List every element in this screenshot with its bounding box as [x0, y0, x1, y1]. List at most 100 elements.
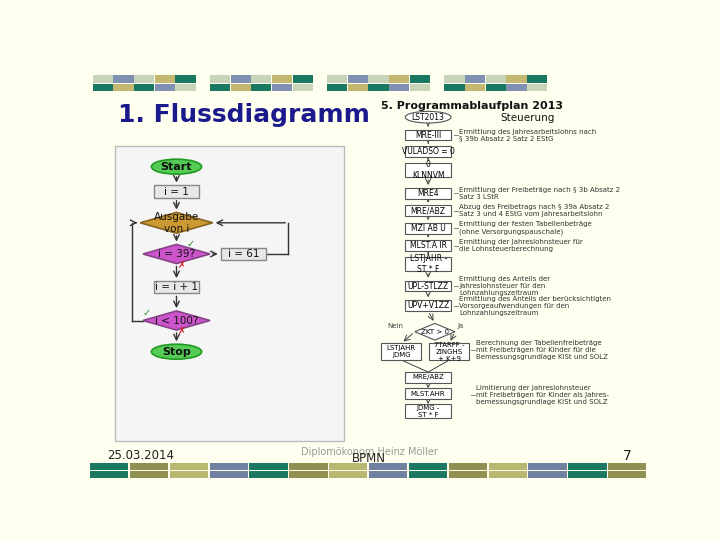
Bar	[465, 75, 485, 83]
Polygon shape	[140, 212, 213, 233]
Bar	[130, 463, 168, 470]
Ellipse shape	[151, 159, 202, 174]
Text: MRE/ABZ: MRE/ABZ	[410, 206, 446, 215]
Text: i = 39?: i = 39?	[158, 249, 195, 259]
Bar	[405, 300, 451, 311]
Bar	[170, 463, 208, 470]
Text: 1. Flussdiagramm: 1. Flussdiagramm	[118, 103, 370, 127]
Text: Limitierung der Jahreslohnsteuer
mit Freibeträgen für Kinder als Jahres-
bemessu: Limitierung der Jahreslohnsteuer mit Fre…	[476, 386, 609, 406]
Bar	[444, 75, 464, 83]
Bar	[329, 463, 367, 470]
Bar	[272, 75, 292, 83]
Bar	[409, 463, 447, 470]
Text: ✓: ✓	[143, 308, 151, 319]
Bar	[134, 75, 154, 83]
Text: Ermittlung der Freibeträge nach § 3b Absatz 2
Satz 3 LStR: Ermittlung der Freibeträge nach § 3b Abs…	[459, 187, 621, 200]
Polygon shape	[143, 311, 210, 330]
Bar	[292, 75, 312, 83]
Bar	[327, 75, 347, 83]
Bar	[449, 471, 487, 478]
Bar	[485, 84, 506, 91]
Bar	[130, 471, 168, 478]
Bar	[608, 471, 647, 478]
Bar	[170, 471, 208, 478]
Bar	[608, 463, 647, 470]
Bar	[155, 84, 175, 91]
Bar	[90, 463, 128, 470]
Text: 7: 7	[623, 449, 631, 463]
Bar	[210, 463, 248, 470]
Text: Start: Start	[161, 161, 192, 172]
Bar	[568, 471, 606, 478]
Text: UPV+V1ZZ: UPV+V1ZZ	[407, 301, 449, 310]
Text: LSTJAHR -
ST * F: LSTJAHR - ST * F	[410, 254, 447, 274]
Text: Ermittlung des Anteils der berücksichtigten
Vorsorgeaufwendungen für den
Lohnzah: Ermittlung des Anteils der berücksichtig…	[459, 295, 611, 315]
Text: MLST.A IR: MLST.A IR	[410, 241, 446, 250]
Bar	[405, 205, 451, 216]
Bar	[210, 84, 230, 91]
Text: LSTJAHR
JDMG: LSTJAHR JDMG	[387, 345, 416, 358]
Bar	[389, 75, 410, 83]
Bar	[369, 75, 389, 83]
Bar	[405, 257, 451, 271]
Bar	[568, 463, 606, 470]
Bar	[405, 388, 451, 399]
Bar	[429, 343, 469, 360]
Text: Ausgabe
von i: Ausgabe von i	[154, 212, 199, 234]
Text: LST2013: LST2013	[412, 113, 444, 122]
Bar	[230, 84, 251, 91]
Bar	[210, 471, 248, 478]
Bar	[382, 343, 421, 360]
Bar	[292, 84, 312, 91]
Polygon shape	[143, 245, 210, 264]
Text: i = 61: i = 61	[228, 249, 259, 259]
Bar	[249, 471, 288, 478]
Bar	[405, 404, 451, 418]
Bar	[251, 75, 271, 83]
Bar	[230, 75, 251, 83]
Bar	[405, 223, 451, 234]
Polygon shape	[415, 323, 455, 340]
Text: 0
KLNNVM: 0 KLNNVM	[412, 160, 444, 180]
Text: ✗: ✗	[178, 326, 186, 336]
Text: Nein: Nein	[387, 323, 404, 329]
Bar	[405, 281, 451, 292]
Text: MLST.AHR: MLST.AHR	[411, 391, 446, 397]
Bar	[489, 463, 527, 470]
Ellipse shape	[405, 111, 451, 123]
Text: MZl AB U: MZl AB U	[411, 224, 446, 233]
Text: 5. Programmablaufplan 2013: 5. Programmablaufplan 2013	[381, 102, 563, 111]
Bar	[90, 471, 128, 478]
Text: MRE-III: MRE-III	[415, 131, 441, 139]
Bar	[369, 84, 389, 91]
Bar	[93, 84, 113, 91]
Bar	[327, 84, 347, 91]
Bar	[389, 84, 410, 91]
Bar	[220, 248, 266, 260]
Bar	[485, 75, 506, 83]
Bar	[153, 185, 199, 198]
Bar	[405, 188, 451, 199]
Bar	[348, 75, 368, 83]
Bar	[410, 84, 430, 91]
Text: ZKT > 0: ZKT > 0	[421, 329, 449, 335]
Text: Berechnung der Tabellenfreibeträge
mit Freibeträgen für Kinder für die
Bemessung: Berechnung der Tabellenfreibeträge mit F…	[476, 340, 608, 361]
Text: Ermittlung der festen Tabellenbeträge
(ohne Versorgungspauschale): Ermittlung der festen Tabellenbeträge (o…	[459, 221, 592, 235]
Bar	[348, 84, 368, 91]
Bar	[115, 146, 344, 441]
Bar	[329, 471, 367, 478]
Bar	[409, 471, 447, 478]
Bar	[249, 463, 288, 470]
Text: BPMN: BPMN	[352, 452, 386, 465]
Text: ✓: ✓	[186, 239, 194, 249]
Bar	[465, 84, 485, 91]
Bar	[289, 463, 328, 470]
Bar	[405, 240, 451, 251]
Bar	[506, 84, 526, 91]
Bar	[155, 75, 175, 83]
Bar	[449, 463, 487, 470]
Bar	[176, 84, 196, 91]
Bar	[134, 84, 154, 91]
Text: VULADSO = 0: VULADSO = 0	[402, 147, 454, 156]
Bar	[410, 75, 430, 83]
